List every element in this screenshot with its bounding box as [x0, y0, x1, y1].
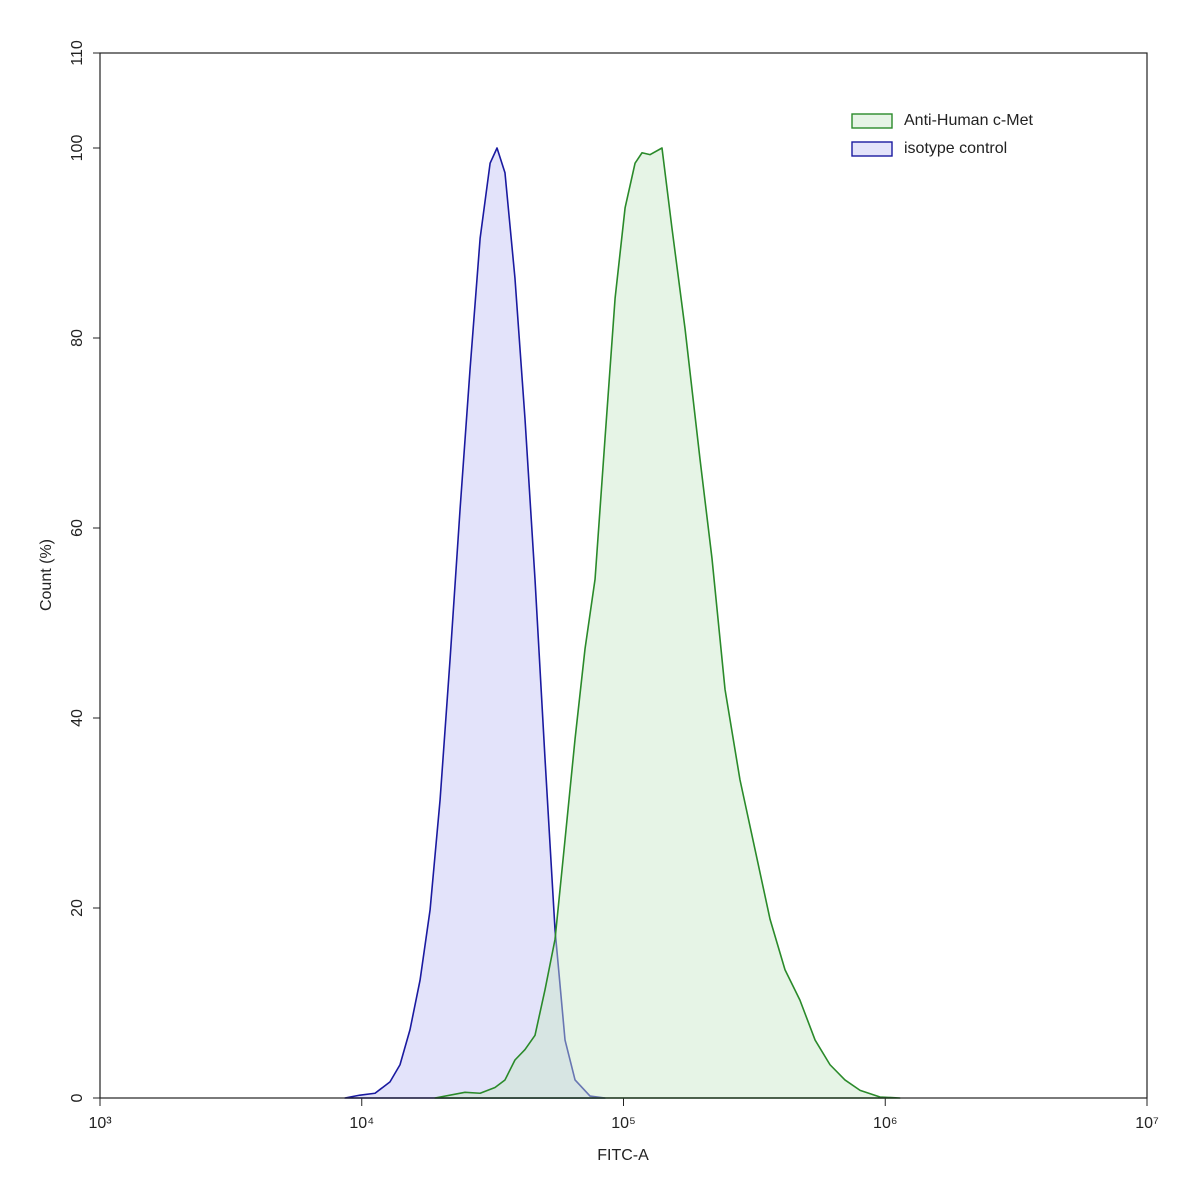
x-tick-label: 10⁷ — [1135, 1115, 1159, 1132]
area — [434, 147, 901, 1099]
legend-label: Anti-Human c-Met — [904, 112, 1033, 129]
area — [344, 147, 606, 1099]
x-tick-label: 10⁵ — [611, 1115, 635, 1132]
plot-frame — [99, 52, 1148, 1099]
y-tick-label: 100 — [69, 135, 86, 162]
legend-swatch — [851, 113, 893, 129]
x-tick-label: 10⁶ — [873, 1115, 897, 1132]
y-tick-label: 40 — [69, 709, 86, 727]
legend-swatch — [851, 141, 893, 157]
y-axis-label: Count (%) — [38, 539, 55, 611]
y-tick-label: 0 — [69, 1093, 86, 1102]
x-tick-label: 10³ — [88, 1115, 112, 1132]
x-axis-label: FITC-A — [597, 1147, 649, 1164]
x-tick-label: 10⁴ — [349, 1115, 374, 1132]
legend-label: isotype control — [904, 140, 1007, 157]
y-tick-label: 60 — [69, 519, 86, 537]
y-tick-label: 110 — [69, 40, 86, 66]
y-tick-label: 80 — [69, 329, 86, 347]
y-tick-label: 20 — [69, 899, 86, 917]
